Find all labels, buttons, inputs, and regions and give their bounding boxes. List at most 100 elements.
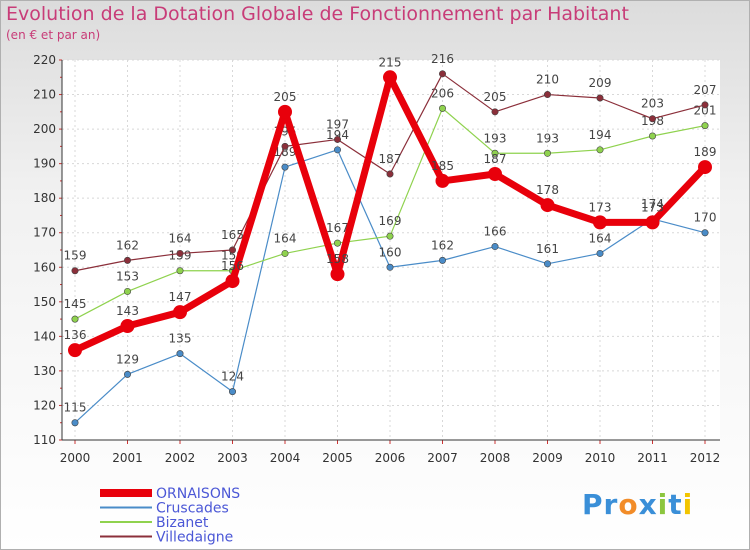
data-point [333, 135, 341, 143]
data-label: 216 [431, 52, 454, 66]
data-point [701, 101, 709, 109]
data-label: 209 [589, 76, 612, 90]
x-tick-label: 2002 [165, 451, 196, 465]
y-tick-label: 220 [33, 53, 56, 67]
x-tick-label: 2005 [322, 451, 353, 465]
data-point [124, 287, 132, 295]
data-label: 164 [274, 231, 297, 245]
x-tick-label: 2010 [585, 451, 616, 465]
data-point [333, 146, 341, 154]
logo-letter: i [682, 488, 694, 521]
data-point [120, 319, 135, 333]
data-point [173, 305, 187, 320]
data-point [648, 115, 656, 123]
data-point [593, 215, 607, 230]
data-label: 189 [694, 145, 717, 159]
x-tick-label: 2006 [375, 451, 406, 465]
data-label: 194 [326, 128, 349, 142]
data-label: 159 [64, 249, 87, 263]
data-point [596, 249, 604, 257]
plot-area [62, 60, 720, 440]
y-tick-label: 190 [33, 157, 56, 171]
data-point [596, 94, 604, 102]
legend-label: Cruscades [156, 501, 229, 517]
logo-letter: i [657, 488, 669, 521]
data-point [68, 343, 82, 358]
y-tick-label: 130 [33, 364, 56, 378]
data-label: 170 [694, 211, 717, 225]
data-point [438, 256, 446, 264]
data-label: 205 [274, 90, 297, 104]
data-label: 215 [379, 55, 402, 69]
data-label: 129 [116, 352, 139, 366]
data-label: 206 [431, 86, 454, 100]
data-label: 115 [64, 401, 87, 415]
data-label: 210 [536, 73, 559, 87]
data-point [281, 142, 289, 150]
data-label: 158 [326, 252, 349, 266]
data-point [438, 70, 446, 78]
data-label: 135 [169, 332, 192, 346]
data-label: 164 [589, 231, 612, 245]
data-label: 147 [169, 290, 192, 304]
data-point [71, 267, 79, 275]
y-tick-label: 200 [33, 122, 56, 136]
data-label: 207 [694, 83, 717, 97]
data-point [383, 70, 397, 85]
logo-letter: o [618, 488, 639, 521]
data-point [330, 267, 345, 282]
x-tick-label: 2001 [112, 451, 143, 465]
y-tick-label: 150 [33, 295, 56, 309]
data-point [386, 170, 394, 178]
x-tick-label: 2008 [480, 451, 511, 465]
x-tick-label: 2009 [532, 451, 563, 465]
data-label: 197 [326, 117, 349, 131]
data-point [543, 91, 551, 99]
data-point [71, 315, 79, 323]
data-label: 160 [379, 245, 402, 259]
data-point [124, 370, 132, 378]
y-tick-label: 160 [33, 260, 56, 274]
y-tick-label: 110 [33, 433, 56, 447]
y-tick-label: 120 [33, 398, 56, 412]
data-label: 173 [589, 200, 612, 214]
chart-subtitle: (en € et par an) [6, 28, 101, 42]
data-point [488, 167, 502, 181]
data-point [124, 256, 132, 264]
logo-letter: P [582, 488, 604, 521]
y-tick-label: 140 [33, 329, 56, 343]
data-point [491, 108, 499, 116]
data-label: 153 [116, 269, 139, 283]
data-point [225, 274, 240, 289]
data-point [229, 246, 237, 254]
data-point [176, 267, 184, 275]
data-label: 166 [484, 225, 507, 239]
x-tick-label: 2004 [270, 451, 301, 465]
x-tick-label: 2007 [427, 451, 458, 465]
x-tick-label: 2000 [60, 451, 91, 465]
x-tick-label: 2012 [690, 451, 721, 465]
data-point [645, 215, 660, 230]
data-label: 145 [64, 297, 87, 311]
data-point [543, 149, 551, 157]
data-point [176, 350, 184, 358]
data-point [281, 249, 289, 257]
logo-letter: x [638, 488, 658, 521]
data-label: 187 [379, 152, 402, 166]
data-label: 193 [536, 131, 559, 145]
data-point [386, 263, 394, 271]
data-label: 203 [641, 97, 664, 111]
x-tick-label: 2003 [217, 451, 248, 465]
data-point [386, 232, 394, 240]
logo-letter: r [603, 488, 619, 521]
data-point [540, 198, 555, 213]
data-point [438, 104, 446, 112]
data-label: 174 [641, 197, 664, 211]
data-label: 136 [64, 328, 87, 342]
data-point [229, 388, 237, 396]
data-label: 164 [169, 231, 192, 245]
data-label: 193 [484, 131, 507, 145]
data-point [333, 239, 341, 247]
data-label: 167 [326, 221, 349, 235]
data-label: 189 [274, 145, 297, 159]
